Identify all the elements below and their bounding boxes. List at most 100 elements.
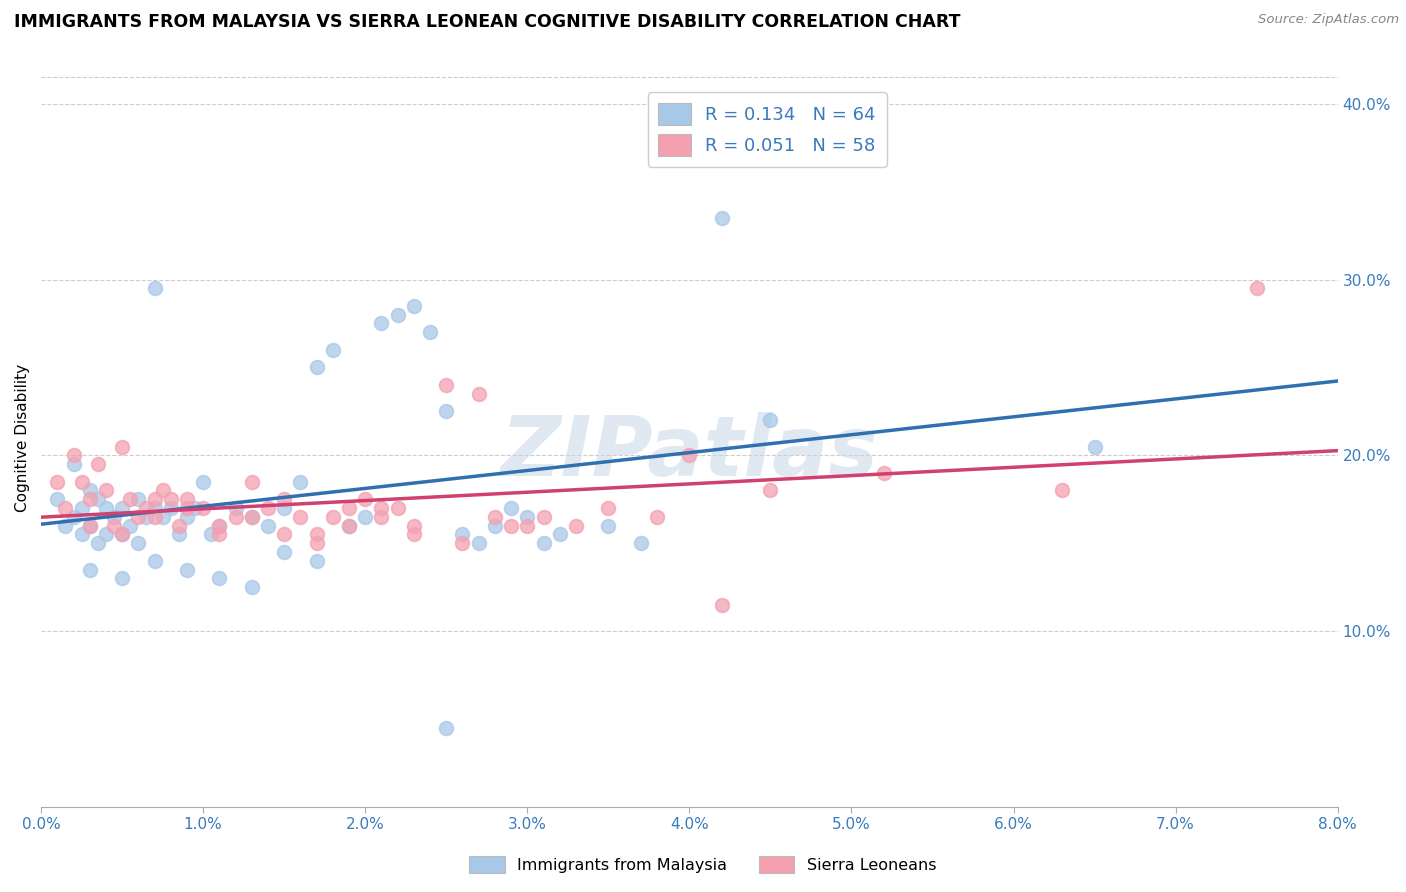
Point xyxy=(273,527,295,541)
Point xyxy=(176,492,198,507)
Point xyxy=(193,475,215,489)
Point xyxy=(87,492,110,507)
Point xyxy=(533,536,555,550)
Point xyxy=(135,509,157,524)
Point xyxy=(111,440,134,454)
Point xyxy=(152,509,174,524)
Point xyxy=(103,518,125,533)
Point xyxy=(79,518,101,533)
Legend: R = 0.134   N = 64, R = 0.051   N = 58: R = 0.134 N = 64, R = 0.051 N = 58 xyxy=(648,92,887,167)
Point xyxy=(273,492,295,507)
Point xyxy=(111,527,134,541)
Point xyxy=(402,518,425,533)
Point xyxy=(419,325,441,339)
Point xyxy=(143,492,166,507)
Point xyxy=(305,536,328,550)
Point xyxy=(387,501,409,516)
Point xyxy=(176,509,198,524)
Point xyxy=(402,527,425,541)
Point xyxy=(208,527,231,541)
Point xyxy=(111,527,134,541)
Point xyxy=(55,518,77,533)
Point xyxy=(678,448,700,462)
Legend: Immigrants from Malaysia, Sierra Leoneans: Immigrants from Malaysia, Sierra Leonean… xyxy=(463,849,943,880)
Point xyxy=(176,501,198,516)
Point xyxy=(565,518,588,533)
Point xyxy=(337,518,360,533)
Point xyxy=(354,492,377,507)
Point xyxy=(434,721,457,735)
Point xyxy=(501,501,523,516)
Point xyxy=(127,509,149,524)
Point xyxy=(516,518,538,533)
Point xyxy=(484,518,506,533)
Point xyxy=(135,501,157,516)
Point xyxy=(290,475,312,489)
Point xyxy=(70,475,93,489)
Point xyxy=(337,501,360,516)
Point xyxy=(184,501,207,516)
Point xyxy=(62,457,84,471)
Point xyxy=(120,492,142,507)
Point xyxy=(240,509,263,524)
Point xyxy=(143,509,166,524)
Point xyxy=(79,483,101,498)
Point xyxy=(70,527,93,541)
Point xyxy=(273,501,295,516)
Text: IMMIGRANTS FROM MALAYSIA VS SIERRA LEONEAN COGNITIVE DISABILITY CORRELATION CHAR: IMMIGRANTS FROM MALAYSIA VS SIERRA LEONE… xyxy=(14,13,960,31)
Point xyxy=(1050,483,1073,498)
Point xyxy=(759,483,782,498)
Point xyxy=(548,527,571,541)
Point xyxy=(111,501,134,516)
Point xyxy=(630,536,652,550)
Point xyxy=(127,536,149,550)
Point xyxy=(387,308,409,322)
Point xyxy=(290,509,312,524)
Point xyxy=(94,483,117,498)
Point xyxy=(305,554,328,568)
Point xyxy=(62,448,84,462)
Point xyxy=(62,509,84,524)
Point xyxy=(55,501,77,516)
Point xyxy=(94,527,117,541)
Point xyxy=(240,509,263,524)
Point xyxy=(516,509,538,524)
Point xyxy=(79,563,101,577)
Point xyxy=(484,509,506,524)
Point xyxy=(94,501,117,516)
Point xyxy=(225,509,247,524)
Point xyxy=(103,509,125,524)
Point xyxy=(273,545,295,559)
Point xyxy=(46,475,69,489)
Point xyxy=(193,501,215,516)
Point xyxy=(87,536,110,550)
Point xyxy=(434,404,457,418)
Point xyxy=(467,536,489,550)
Point xyxy=(370,317,392,331)
Point xyxy=(167,518,190,533)
Point xyxy=(873,466,896,480)
Point xyxy=(451,536,474,550)
Point xyxy=(1246,281,1268,295)
Point xyxy=(143,501,166,516)
Point xyxy=(645,509,668,524)
Point xyxy=(467,386,489,401)
Point xyxy=(159,501,181,516)
Point xyxy=(240,475,263,489)
Point xyxy=(370,501,392,516)
Point xyxy=(208,518,231,533)
Point xyxy=(208,571,231,585)
Point xyxy=(322,509,344,524)
Point xyxy=(451,527,474,541)
Point xyxy=(200,527,222,541)
Point xyxy=(434,378,457,392)
Point xyxy=(143,281,166,295)
Point xyxy=(533,509,555,524)
Point xyxy=(598,518,620,533)
Text: Source: ZipAtlas.com: Source: ZipAtlas.com xyxy=(1258,13,1399,27)
Point xyxy=(167,527,190,541)
Point xyxy=(257,501,280,516)
Point xyxy=(208,518,231,533)
Point xyxy=(176,563,198,577)
Point xyxy=(127,492,149,507)
